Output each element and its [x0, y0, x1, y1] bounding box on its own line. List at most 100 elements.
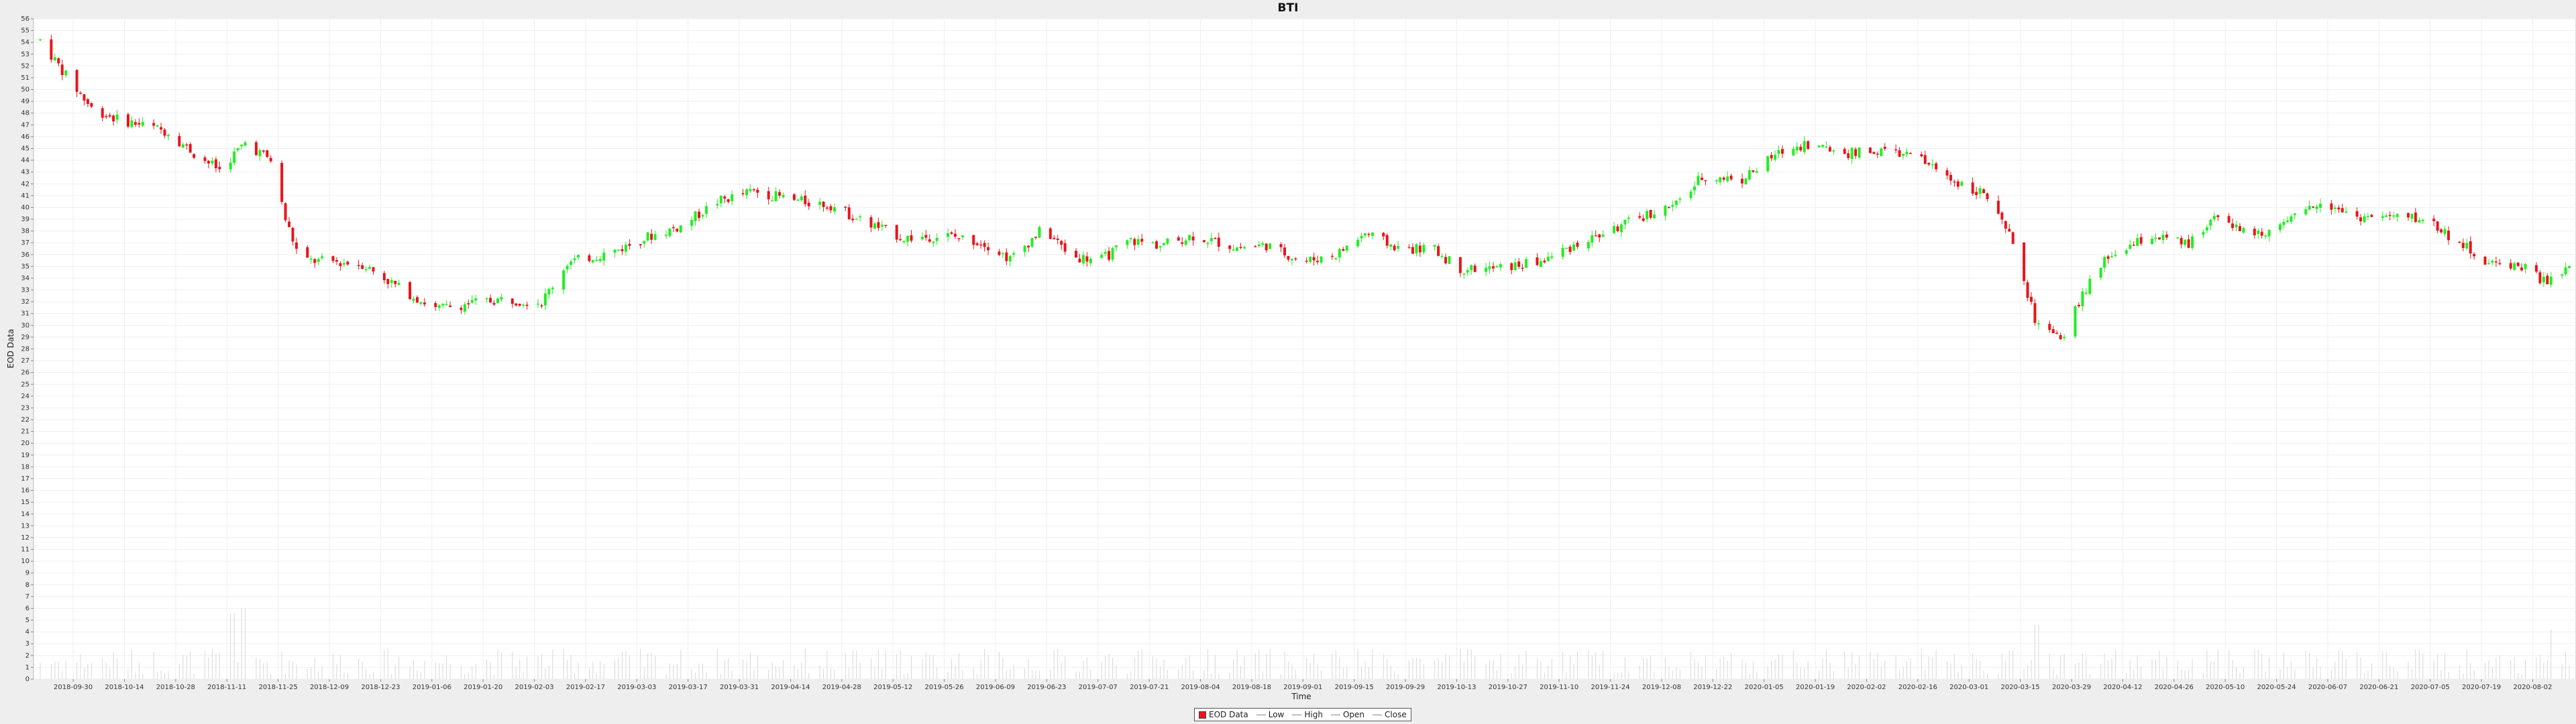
candle-body [1159, 245, 1162, 248]
candle [1166, 237, 1169, 245]
candle-body [2359, 217, 2363, 222]
candle-body [826, 207, 829, 209]
candle-body [485, 298, 488, 300]
y-tick-label: 24 [21, 393, 30, 400]
candle [1290, 257, 1293, 265]
candle [1269, 243, 1272, 249]
candle [2227, 213, 2231, 223]
candle-body [409, 282, 412, 300]
candle [723, 194, 727, 204]
candle-body [1181, 242, 1184, 244]
candle-body [361, 265, 364, 269]
candle-body [2355, 210, 2359, 217]
candle-body [2491, 261, 2494, 263]
candle-body [1184, 240, 1187, 245]
candle [767, 186, 770, 205]
candle [203, 155, 207, 164]
candle [826, 206, 829, 211]
candle [1305, 257, 1308, 264]
candle [591, 259, 594, 264]
candle-body [591, 260, 594, 263]
x-tick-label: 2019-02-03 [515, 684, 553, 691]
legend-label: EOD Data [1209, 710, 1248, 719]
candle-body [2337, 207, 2341, 210]
candle [1242, 245, 1246, 249]
candle-body [2330, 203, 2333, 210]
candle-body [470, 300, 474, 303]
candle [621, 245, 624, 255]
candle-body [2139, 237, 2143, 244]
candle-body [1485, 267, 1488, 272]
y-tick-label: 12 [21, 534, 30, 542]
candle-body [1232, 249, 1235, 251]
candle-body [138, 123, 141, 125]
candle-body [1568, 247, 1572, 252]
candle-body [2440, 229, 2443, 233]
candle [1342, 247, 1345, 251]
candle-body [1550, 256, 1554, 258]
candle [445, 300, 448, 306]
candle-body [2110, 255, 2114, 257]
candle-body [643, 241, 646, 244]
candle [115, 109, 119, 124]
candle [2099, 267, 2102, 280]
candle-body [2257, 230, 2260, 234]
candle [262, 149, 265, 154]
candle-body [646, 232, 649, 241]
candle [2051, 326, 2055, 334]
candle-body [2494, 261, 2498, 263]
candle [1774, 150, 1777, 162]
candle-body [2447, 230, 2450, 241]
y-tick-label: 2 [25, 652, 30, 660]
candle-body [566, 265, 569, 269]
candle-body [1210, 238, 1213, 241]
candle-body [1448, 256, 1451, 264]
candle-body [1236, 247, 1239, 251]
candle [1971, 177, 1974, 196]
candle-body [1418, 245, 1421, 253]
y-tick-label: 51 [21, 74, 30, 82]
candle-body [2267, 229, 2271, 237]
candle-body [258, 149, 262, 156]
candle-body [1689, 191, 1693, 198]
candle [2410, 213, 2414, 223]
candle [1228, 244, 1232, 253]
candle-body [547, 288, 551, 295]
candle [1854, 147, 1858, 160]
candle-body [1177, 237, 1180, 241]
candle [86, 98, 89, 107]
x-tick-label: 2019-09-29 [1386, 684, 1425, 691]
candle [518, 303, 521, 307]
candle [998, 249, 1001, 257]
candle [500, 294, 503, 302]
candle [1649, 209, 1652, 220]
candle [2129, 239, 2132, 250]
candle-body [1136, 239, 1140, 245]
candle [284, 202, 287, 223]
candle-body [1012, 253, 1016, 255]
candle-body [2436, 221, 2439, 231]
candle [1956, 179, 1960, 190]
y-tick-label: 44 [21, 157, 30, 164]
candle [2315, 204, 2318, 214]
candle [2278, 221, 2282, 233]
candle-body [2538, 272, 2542, 284]
candle-body [419, 302, 423, 304]
candle [1030, 237, 1034, 249]
candle [1133, 237, 1136, 251]
candle [1312, 252, 1316, 266]
candle [2293, 213, 2296, 219]
candle-body [1956, 181, 1960, 187]
candle-body [847, 207, 851, 220]
candle-body [130, 120, 133, 127]
candle-body [240, 144, 244, 147]
y-tick-label: 47 [21, 121, 30, 129]
candle [880, 221, 883, 231]
x-tick-label: 2019-12-22 [1693, 684, 1732, 691]
x-tick-label: 2020-04-12 [2103, 684, 2142, 691]
y-axis-label: EOD Data [6, 329, 15, 369]
candle-body [1843, 149, 1846, 154]
candle-body [2037, 323, 2040, 324]
candle-body [833, 207, 836, 212]
candle [522, 303, 525, 308]
